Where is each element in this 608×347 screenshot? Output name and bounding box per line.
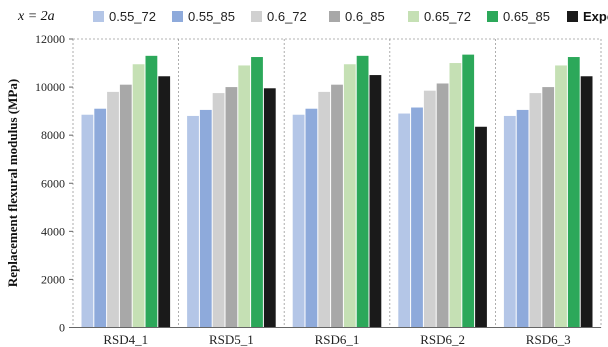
- bar: [369, 75, 382, 328]
- bar: [555, 65, 567, 328]
- bar: [132, 64, 145, 328]
- bar: [292, 114, 305, 328]
- bar: [436, 83, 449, 328]
- legend-swatch: [329, 11, 340, 22]
- legend-swatch: [567, 11, 578, 22]
- x-axis-labels: RSD4_1 RSD5_1 RSD6_1 RSD6_2 RSD6_3: [103, 332, 570, 347]
- y-tick-label: 6000: [41, 176, 65, 190]
- bar: [158, 76, 171, 328]
- bar: [449, 63, 462, 328]
- legend-label: 0.6_72: [267, 9, 307, 24]
- legend-label: 0.65_85: [503, 9, 550, 24]
- y-tick-label: 4000: [41, 224, 65, 238]
- y-axis-label: Replacement flexural modulus (MPa): [5, 79, 20, 287]
- bar: [356, 55, 369, 328]
- legend-label: 0.65_72: [424, 9, 471, 24]
- bar: [567, 57, 580, 328]
- y-axis-ticks: 0 2000 4000 6000 8000 10000 12000: [35, 32, 73, 335]
- bar: [475, 126, 487, 328]
- y-tick-label: 12000: [35, 32, 65, 46]
- bar: [81, 114, 94, 328]
- bar: [199, 109, 212, 328]
- y-tick-label: 8000: [41, 128, 65, 142]
- bar: [187, 115, 199, 328]
- legend-label: 0.6_85: [345, 9, 385, 24]
- legend-label: Experiment: [583, 9, 608, 24]
- bar: [462, 54, 475, 328]
- bar: [119, 84, 132, 328]
- x-tick-label: RSD4_1: [103, 332, 148, 347]
- x-tick-label: RSD6_2: [420, 332, 465, 347]
- bar: [503, 115, 516, 328]
- bar: [318, 91, 331, 328]
- legend-label: 0.55_72: [109, 9, 156, 24]
- bar: [580, 76, 593, 328]
- y-tick-label: 2000: [41, 272, 65, 286]
- bar: [212, 93, 225, 328]
- x-tick-label: RSD6_1: [315, 332, 360, 347]
- chart-annotation: x = 2a: [17, 9, 55, 24]
- bar: [225, 87, 238, 328]
- bar: [305, 108, 318, 328]
- y-tick-label: 0: [59, 321, 65, 335]
- legend-swatch: [251, 11, 262, 22]
- bar: [94, 108, 107, 328]
- legend-label: 0.55_85: [188, 9, 235, 24]
- legend: 0.55_72 0.55_85 0.6_72 0.6_85 0.65_72 0.65_85…: [93, 9, 608, 24]
- category-separators: [72, 38, 602, 328]
- bar: [529, 93, 542, 328]
- bar: [398, 113, 411, 328]
- bar: [331, 84, 343, 328]
- bar: [238, 65, 251, 328]
- bar: [343, 64, 356, 328]
- bar: [423, 90, 436, 328]
- x-tick-label: RSD5_1: [209, 332, 254, 347]
- bar: [107, 91, 119, 328]
- y-tick-label: 10000: [35, 80, 65, 94]
- bars: [81, 54, 593, 328]
- legend-swatch: [487, 11, 498, 22]
- bar: [263, 88, 276, 328]
- legend-swatch: [408, 11, 419, 22]
- bar: [251, 57, 263, 328]
- x-tick-label: RSD6_3: [526, 332, 571, 347]
- bar: [411, 107, 423, 328]
- bar: [542, 87, 555, 328]
- bar: [145, 55, 158, 328]
- legend-swatch: [93, 11, 104, 22]
- legend-swatch: [172, 11, 183, 22]
- bar: [516, 109, 529, 328]
